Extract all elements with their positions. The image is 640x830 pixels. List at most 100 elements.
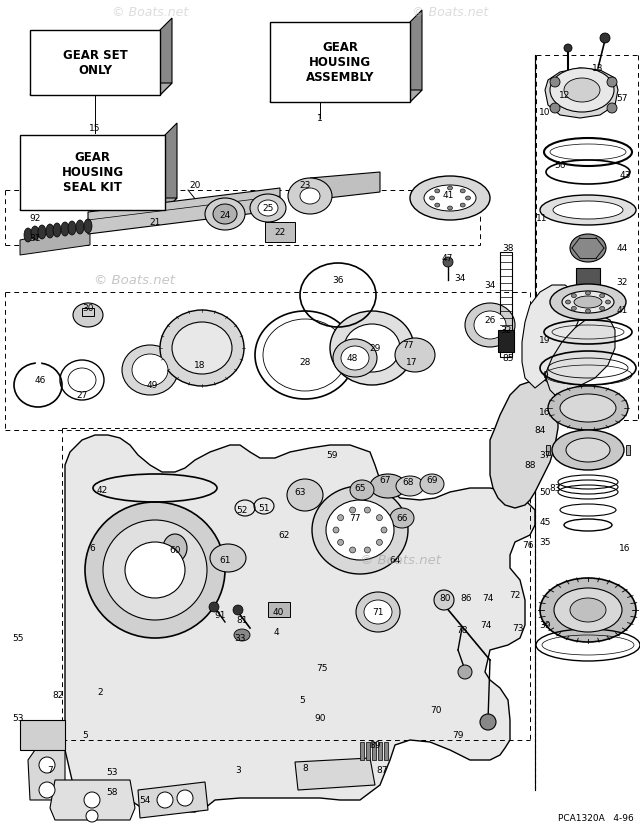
Text: 44: 44 xyxy=(616,243,628,252)
Text: 83: 83 xyxy=(549,484,561,492)
Text: 48: 48 xyxy=(346,354,358,363)
Text: 73: 73 xyxy=(512,623,524,632)
Ellipse shape xyxy=(330,311,414,385)
Text: 34: 34 xyxy=(454,274,466,282)
Text: 66: 66 xyxy=(396,514,408,523)
Text: 80: 80 xyxy=(439,593,451,603)
Ellipse shape xyxy=(586,309,591,313)
Text: 88: 88 xyxy=(524,461,536,470)
Polygon shape xyxy=(490,380,558,508)
Text: 62: 62 xyxy=(278,530,290,540)
Bar xyxy=(270,22,410,102)
Ellipse shape xyxy=(24,228,32,242)
Polygon shape xyxy=(20,720,65,750)
Ellipse shape xyxy=(443,257,453,267)
Text: 18: 18 xyxy=(195,360,205,369)
Ellipse shape xyxy=(122,345,178,395)
Ellipse shape xyxy=(607,103,617,113)
Text: GEAR
HOUSING
SEAL KIT: GEAR HOUSING SEAL KIT xyxy=(61,151,124,194)
Bar xyxy=(366,742,370,760)
Text: 6: 6 xyxy=(89,544,95,553)
Text: 92: 92 xyxy=(29,213,41,222)
Ellipse shape xyxy=(68,221,76,235)
Bar xyxy=(372,742,376,760)
Text: 82: 82 xyxy=(52,691,64,700)
Polygon shape xyxy=(30,83,172,95)
Ellipse shape xyxy=(337,515,344,520)
Ellipse shape xyxy=(572,294,577,298)
Polygon shape xyxy=(28,750,65,800)
Ellipse shape xyxy=(424,185,476,211)
Text: © Boats.net: © Boats.net xyxy=(112,6,188,18)
Ellipse shape xyxy=(38,225,46,239)
Text: 69: 69 xyxy=(426,476,438,485)
Text: 70: 70 xyxy=(430,706,442,715)
Ellipse shape xyxy=(540,578,636,642)
Ellipse shape xyxy=(86,810,98,822)
Text: 29: 29 xyxy=(369,344,381,353)
Ellipse shape xyxy=(548,386,628,430)
Text: 46: 46 xyxy=(35,375,45,384)
Ellipse shape xyxy=(554,588,622,632)
Ellipse shape xyxy=(326,500,394,560)
Ellipse shape xyxy=(333,527,339,533)
Ellipse shape xyxy=(287,479,323,511)
Polygon shape xyxy=(20,198,177,210)
Ellipse shape xyxy=(552,430,624,470)
Ellipse shape xyxy=(447,206,452,210)
Text: 25: 25 xyxy=(262,203,274,212)
Ellipse shape xyxy=(600,33,610,43)
Ellipse shape xyxy=(564,78,600,102)
Text: 37: 37 xyxy=(540,451,551,460)
Bar xyxy=(384,742,388,760)
Text: 89: 89 xyxy=(369,740,381,749)
Ellipse shape xyxy=(172,322,232,374)
Ellipse shape xyxy=(381,527,387,533)
Text: GEAR SET
ONLY: GEAR SET ONLY xyxy=(63,48,127,76)
Ellipse shape xyxy=(460,189,465,193)
Text: 54: 54 xyxy=(140,795,150,804)
Ellipse shape xyxy=(341,346,369,370)
Text: 20: 20 xyxy=(189,180,201,189)
Text: 58: 58 xyxy=(106,788,118,797)
Ellipse shape xyxy=(566,438,610,462)
Ellipse shape xyxy=(465,303,515,347)
Ellipse shape xyxy=(312,486,408,574)
Text: GEAR
HOUSING
ASSEMBLY: GEAR HOUSING ASSEMBLY xyxy=(306,41,374,84)
Polygon shape xyxy=(545,68,618,118)
Text: 74: 74 xyxy=(483,593,493,603)
Ellipse shape xyxy=(350,480,374,500)
Text: 23: 23 xyxy=(300,180,310,189)
Text: 41: 41 xyxy=(616,305,628,315)
Ellipse shape xyxy=(474,311,506,339)
Ellipse shape xyxy=(376,515,383,520)
Text: 4: 4 xyxy=(273,627,279,637)
Text: 52: 52 xyxy=(236,505,248,515)
Ellipse shape xyxy=(84,219,92,233)
Polygon shape xyxy=(310,172,380,200)
Ellipse shape xyxy=(288,178,332,214)
Ellipse shape xyxy=(410,176,490,220)
Ellipse shape xyxy=(364,507,371,513)
Ellipse shape xyxy=(364,600,392,624)
Text: 40: 40 xyxy=(272,608,284,617)
Polygon shape xyxy=(88,188,280,234)
Polygon shape xyxy=(522,285,580,388)
Ellipse shape xyxy=(157,792,173,808)
Ellipse shape xyxy=(605,300,611,304)
Text: 56: 56 xyxy=(554,160,566,169)
Ellipse shape xyxy=(85,502,225,638)
Text: © Boats.net: © Boats.net xyxy=(412,6,488,18)
Text: 33: 33 xyxy=(234,633,246,642)
Text: 91: 91 xyxy=(214,611,226,619)
Polygon shape xyxy=(410,10,422,102)
Ellipse shape xyxy=(566,300,570,304)
Text: 22: 22 xyxy=(275,227,285,237)
Ellipse shape xyxy=(480,714,496,730)
Bar xyxy=(20,135,165,210)
Ellipse shape xyxy=(132,354,168,386)
Text: 8: 8 xyxy=(302,764,308,773)
Text: 13: 13 xyxy=(592,64,604,72)
Ellipse shape xyxy=(435,203,440,207)
Text: 67: 67 xyxy=(380,476,391,485)
